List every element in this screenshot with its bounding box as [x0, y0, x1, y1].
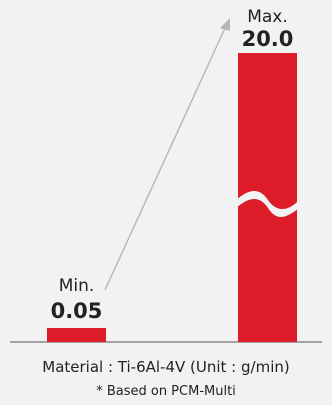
- value-label-min: 0.05: [51, 299, 103, 323]
- trend-arrow-head: [220, 18, 230, 31]
- caption-note: * Based on PCM-Multi: [96, 384, 236, 399]
- value-label-max: 20.0: [242, 27, 294, 51]
- trend-arrow-line: [104, 25, 227, 291]
- caption-material: Material : Ti-6Al-4V (Unit : g/min): [42, 358, 290, 376]
- category-label-min: Min.: [59, 276, 95, 296]
- axis-break-mark: [236, 191, 299, 217]
- bar-min: [47, 328, 106, 342]
- category-label-max: Max.: [247, 7, 288, 27]
